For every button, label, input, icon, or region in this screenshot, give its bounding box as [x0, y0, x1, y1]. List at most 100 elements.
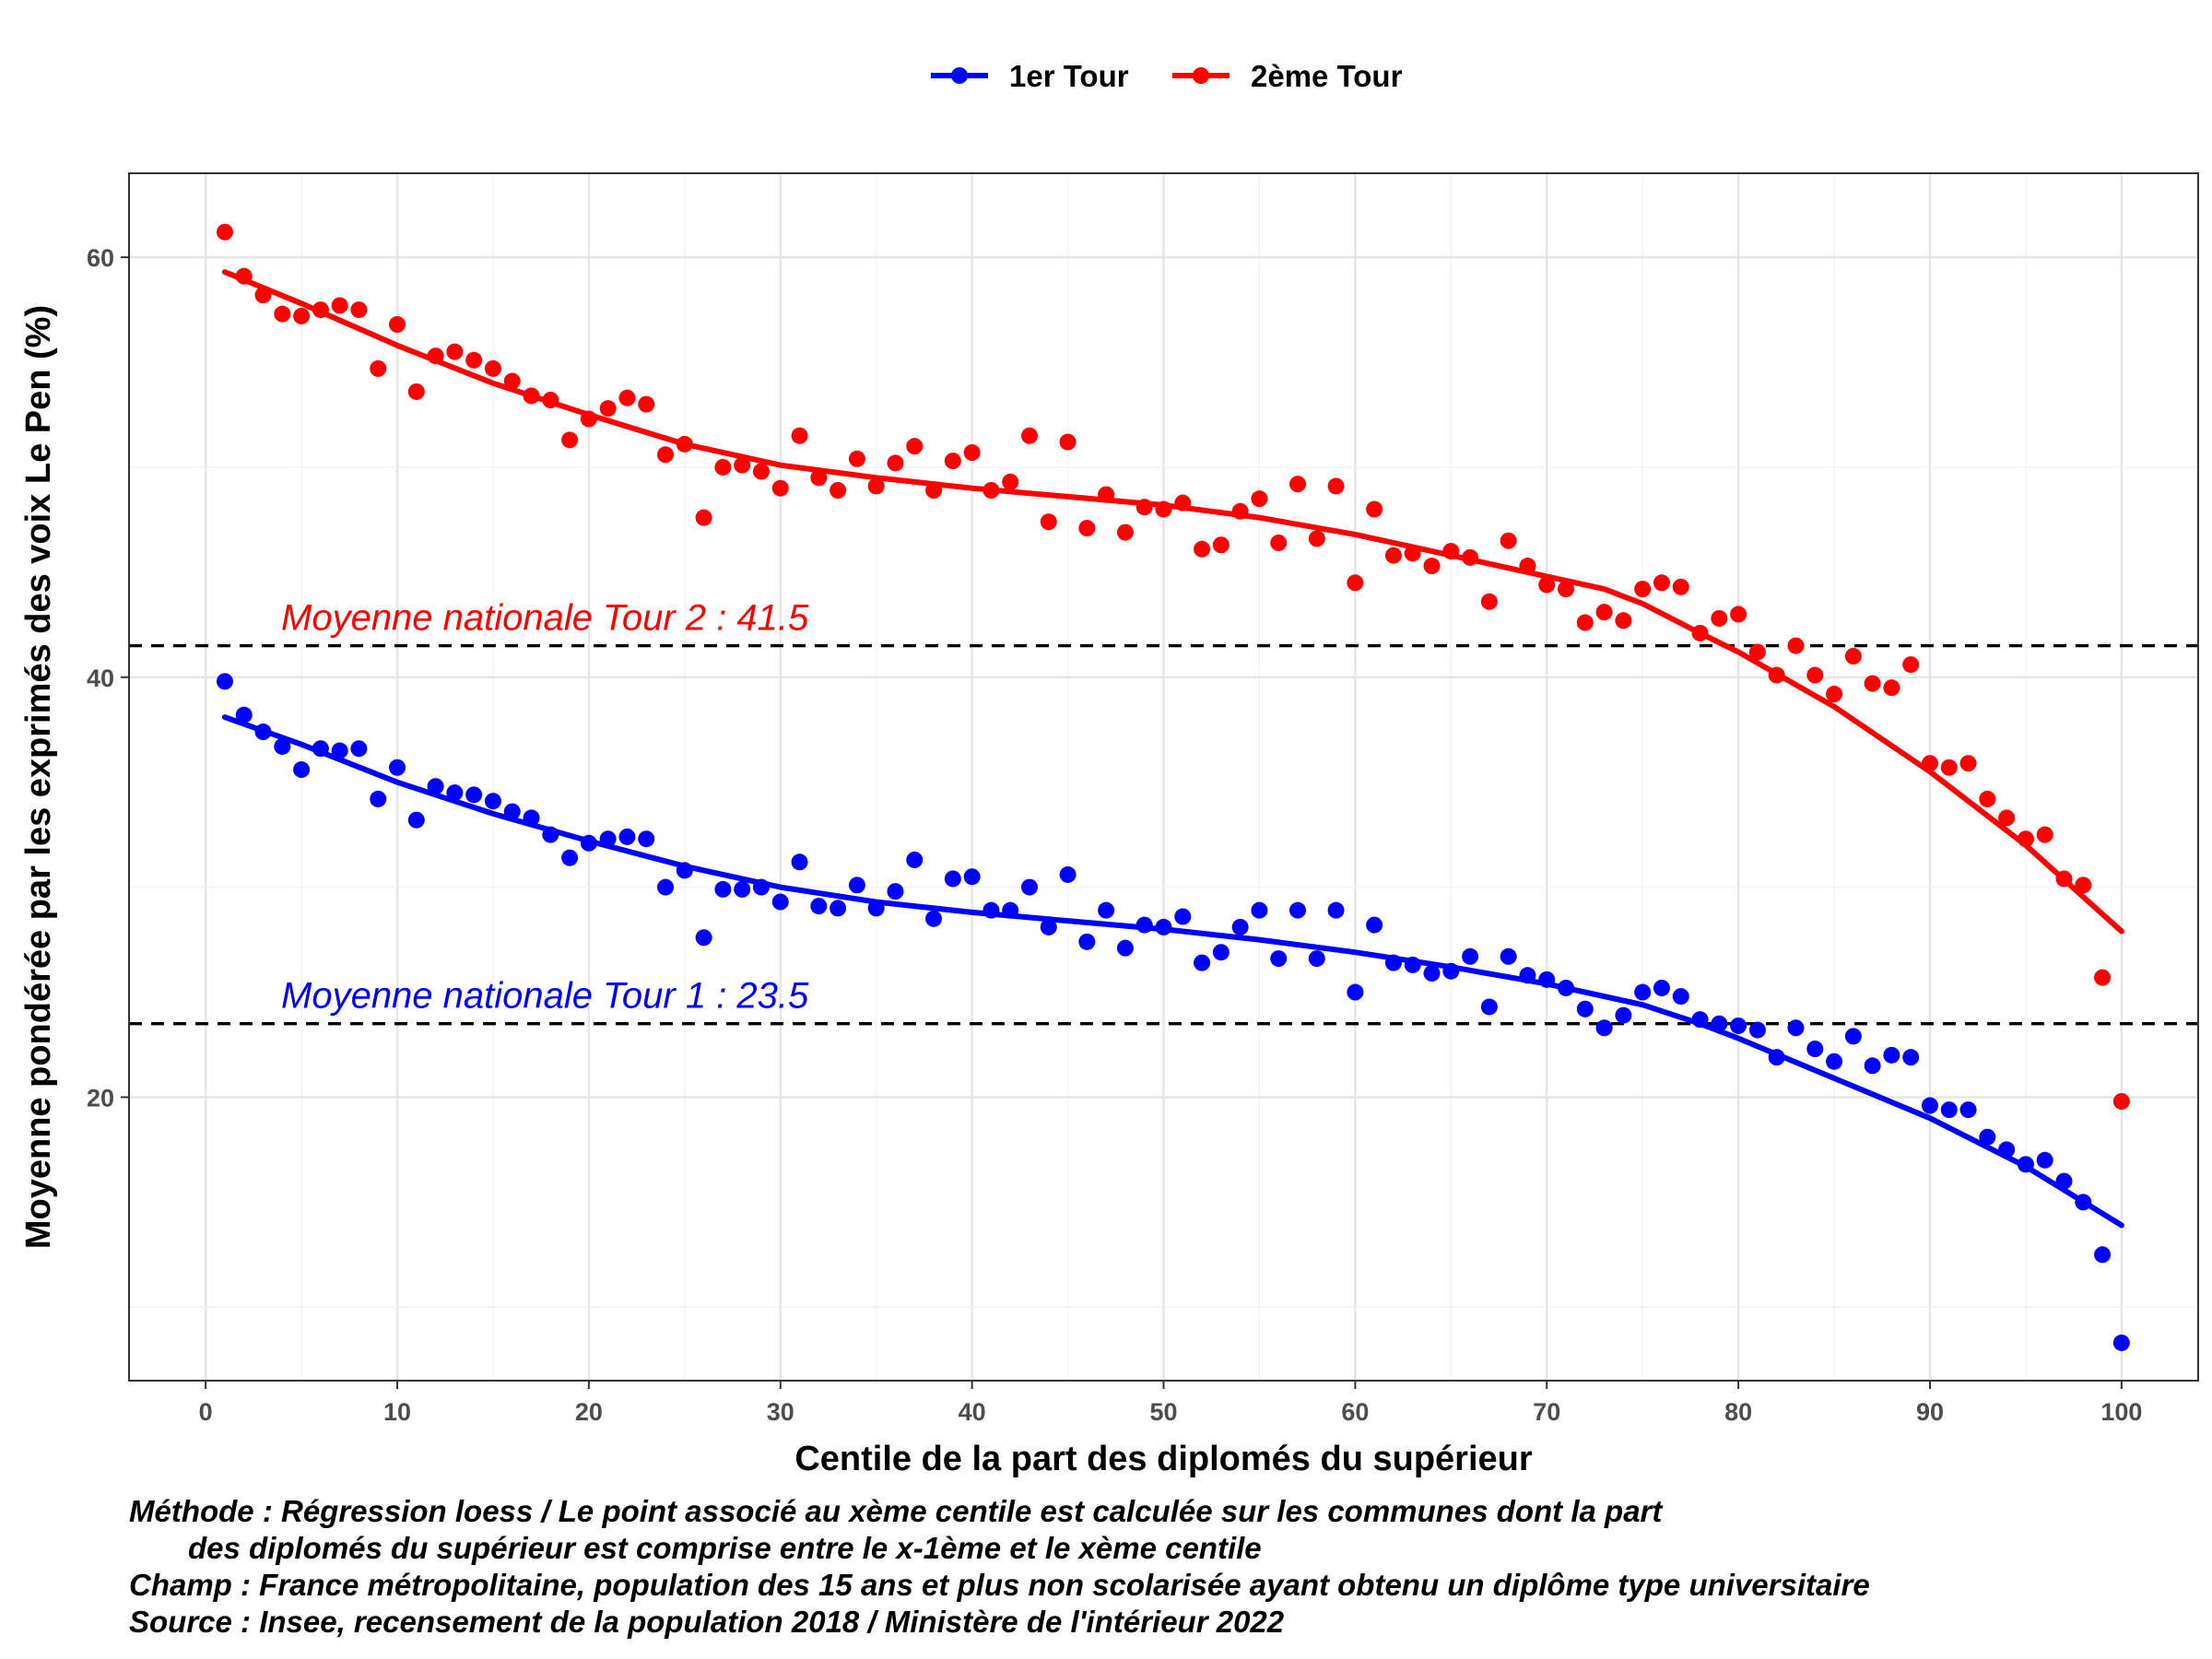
point-tour2 [274, 305, 291, 323]
point-tour1 [1231, 918, 1249, 935]
reference-lines: Moyenne nationale Tour 2 : 41.5 Moyenne n… [129, 598, 2198, 1026]
point-tour1 [370, 790, 387, 807]
point-tour1 [1423, 965, 1441, 982]
point-tour1 [2075, 1194, 2092, 1211]
point-tour1 [1347, 983, 1364, 1001]
caption-method: Méthode : Régression loess / Le point as… [129, 1494, 1663, 1528]
point-tour1 [1768, 1049, 1785, 1066]
point-tour1 [254, 724, 272, 741]
point-tour1 [1844, 1028, 1862, 1045]
point-tour2 [1576, 614, 1594, 631]
point-tour1 [1826, 1053, 1843, 1070]
point-tour2 [771, 479, 789, 497]
point-tour2 [1672, 578, 1689, 595]
point-tour2 [1864, 675, 1881, 692]
point-tour2 [1212, 536, 1230, 554]
point-tour1 [1480, 998, 1498, 1016]
point-tour2 [331, 297, 348, 314]
point-tour1 [695, 929, 712, 947]
point-tour2 [370, 359, 387, 377]
point-tour2 [389, 316, 406, 334]
point-tour2 [1251, 490, 1268, 508]
point-tour1 [293, 761, 311, 779]
point-tour1 [523, 809, 540, 827]
point-tour2 [446, 343, 464, 360]
legend-label: 1er Tour [1009, 59, 1129, 93]
point-tour2 [1787, 637, 1805, 654]
point-tour1 [1883, 1046, 1900, 1064]
point-tour2 [925, 482, 943, 500]
point-tour2 [427, 347, 444, 365]
point-tour2 [618, 389, 636, 406]
point-tour1 [657, 878, 675, 896]
point-tour1 [274, 737, 291, 755]
point-tour2 [1883, 679, 1900, 697]
point-tour2 [1116, 524, 1134, 541]
y-tick-label: 20 [87, 1084, 114, 1112]
point-tour1 [1366, 916, 1383, 934]
point-tour1 [216, 673, 233, 690]
point-tour1 [982, 901, 1000, 919]
point-tour1 [1020, 878, 1038, 896]
point-tour1 [1462, 947, 1479, 965]
point-tour2 [982, 482, 1000, 500]
x-tick-label: 10 [383, 1398, 411, 1426]
point-tour2 [1155, 500, 1172, 518]
point-tour2 [1308, 530, 1325, 547]
point-tour2 [1538, 576, 1556, 594]
point-tour2 [1500, 532, 1517, 549]
point-tour1 [599, 830, 617, 848]
point-tour2 [312, 301, 329, 319]
y-tick-label: 40 [87, 665, 114, 692]
point-tour2 [465, 351, 483, 369]
point-tour1 [2112, 1334, 2130, 1351]
point-tour2 [1634, 581, 1652, 598]
point-tour1 [1595, 1019, 1613, 1037]
x-tick-label: 40 [959, 1398, 986, 1426]
point-tour2 [580, 410, 597, 428]
data-points [216, 223, 2130, 1351]
point-tour1 [503, 803, 521, 820]
point-tour2 [216, 223, 233, 241]
point-tour2 [2055, 870, 2073, 888]
point-tour2 [1595, 604, 1613, 621]
point-tour2 [714, 458, 732, 476]
point-tour1 [580, 834, 597, 852]
point-tour1 [1711, 1015, 1728, 1032]
point-tour1 [944, 870, 961, 888]
point-tour1 [1558, 979, 1575, 996]
point-tour1 [867, 900, 885, 917]
point-tour2 [676, 435, 693, 453]
point-tour2 [1423, 558, 1441, 575]
x-tick-label: 30 [767, 1398, 794, 1426]
point-tour1 [1098, 901, 1115, 919]
x-tick-label: 20 [575, 1398, 603, 1426]
point-tour1 [1327, 901, 1345, 919]
point-tour1 [1691, 1011, 1709, 1029]
point-tour2 [1347, 574, 1364, 592]
x-tick-label: 100 [2100, 1398, 2142, 1426]
point-tour2 [867, 477, 885, 495]
point-tour1 [1672, 988, 1689, 1006]
point-tour2 [657, 446, 675, 464]
point-tour2 [503, 372, 521, 390]
point-tour2 [1959, 755, 1977, 772]
point-tour1 [1519, 967, 1536, 984]
point-tour2 [887, 454, 904, 472]
point-tour1 [1576, 1000, 1594, 1018]
point-tour2 [1462, 548, 1479, 566]
reference-line-label: Moyenne nationale Tour 1 : 23.5 [281, 976, 809, 1017]
point-tour1 [1135, 916, 1153, 934]
point-tour1 [312, 740, 329, 758]
point-tour1 [1998, 1141, 2016, 1159]
point-tour2 [1768, 666, 1785, 684]
point-tour1 [1174, 908, 1192, 925]
x-tick-label: 90 [1916, 1398, 1944, 1426]
point-tour1 [676, 862, 693, 879]
point-tour2 [752, 463, 770, 480]
point-tour1 [407, 811, 425, 829]
point-tour2 [1135, 499, 1153, 516]
point-tour2 [2036, 826, 2053, 843]
point-tour1 [1212, 944, 1230, 961]
point-tour2 [695, 509, 712, 526]
